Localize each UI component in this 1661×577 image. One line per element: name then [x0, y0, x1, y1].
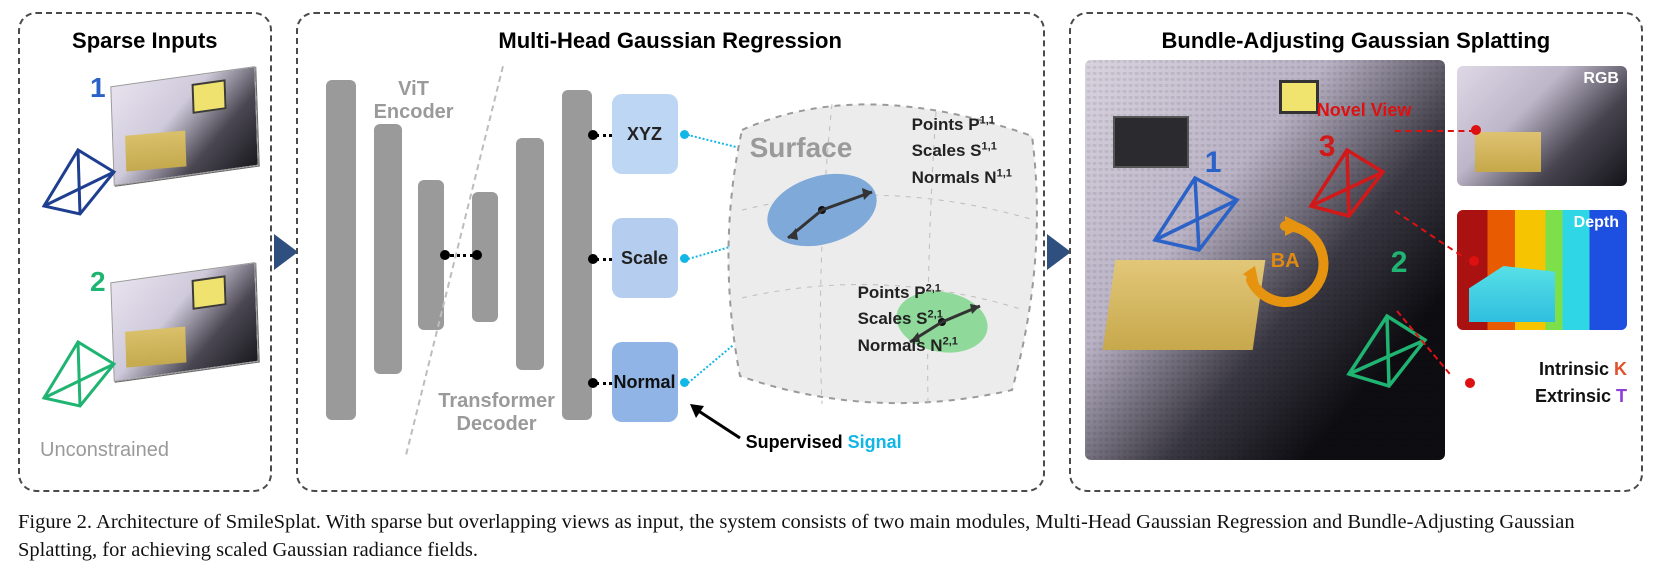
red-dot-2 [1469, 256, 1479, 266]
panel-title-inputs: Sparse Inputs [34, 28, 256, 54]
panel-title-mid: Multi-Head Gaussian Regression [312, 28, 1029, 54]
dec-bar-3 [562, 90, 592, 420]
head-xyz: XYZ [612, 94, 678, 174]
input-thumb-1 [110, 66, 258, 186]
set2-normals: Normals N [858, 336, 943, 355]
sparse-inputs-body: 1 2 Unconstrained [34, 60, 256, 460]
output-params: Intrinsic K Extrinsic T [1447, 356, 1627, 410]
signal-arrow-icon [688, 404, 748, 444]
panel-sparse-inputs: Sparse Inputs 1 2 Unconstrained [18, 12, 272, 492]
red-dot-1 [1471, 125, 1481, 135]
set2-points: Points P [858, 283, 926, 302]
cam-frustum-icon-green [1337, 310, 1433, 396]
input-thumb-2 [110, 262, 258, 382]
set1-scales: Scales S [912, 141, 982, 160]
mini-rgb: RGB [1457, 66, 1627, 186]
ba-body: 1 3 2 Novel View BA RGB Depth [1085, 60, 1627, 470]
novel-view-label: Novel View [1317, 100, 1412, 121]
figure-caption: Figure 2. Architecture of SmileSplat. Wi… [18, 508, 1643, 565]
view-number-2: 2 [1391, 246, 1408, 280]
panel-bundle-adjust: Bundle-Adjusting Gaussian Splatting 1 3 … [1069, 12, 1643, 492]
head-normal: Normal [612, 342, 678, 422]
intrinsic-K: K [1614, 359, 1627, 379]
mini-depth: Depth [1457, 210, 1627, 330]
decoder-label: TransformerDecoder [432, 390, 562, 436]
dotline-h1 [596, 134, 612, 137]
panel-regression: Multi-Head Gaussian Regression ViTEncode… [296, 12, 1045, 492]
joint-2 [472, 250, 482, 260]
dotline-h2 [596, 258, 612, 261]
vit-label: ViTEncoder [374, 78, 454, 124]
surface-label: Surface [750, 132, 853, 164]
ba-label: BA [1271, 250, 1300, 273]
extrinsic-T: T [1616, 386, 1627, 406]
outputs-set-1: Points P1,1 Scales S1,1 Normals N1,1 [912, 112, 1012, 191]
dec-bar-2 [516, 138, 544, 370]
head-scale: Scale [612, 218, 678, 298]
set1-points: Points P [912, 115, 980, 134]
supervised-signal-label: Supervised Signal [746, 432, 902, 453]
figure-row: Sparse Inputs 1 2 Unconstrained [18, 12, 1643, 492]
dotline-h3 [596, 382, 612, 385]
red-dash-1 [1395, 130, 1475, 132]
camera-frustum-icon-2 [32, 336, 122, 416]
depth-tag: Depth [1574, 214, 1619, 232]
dotline-enc-dec [450, 254, 474, 257]
set2-scales: Scales S [858, 309, 928, 328]
rgb-tag: RGB [1583, 70, 1619, 88]
camera-number-2: 2 [90, 266, 106, 298]
joint-1 [440, 250, 450, 260]
scene-painting-icon [1279, 80, 1319, 114]
vit-bar-2 [374, 124, 402, 374]
camera-number-1: 1 [90, 72, 106, 104]
set1-normals: Normals N [912, 168, 997, 187]
outputs-set-2: Points P2,1 Scales S2,1 Normals N2,1 [858, 280, 958, 359]
panel-title-right: Bundle-Adjusting Gaussian Splatting [1085, 28, 1627, 54]
camera-frustum-icon-1 [32, 144, 122, 224]
cam-frustum-icon-blue [1145, 170, 1245, 260]
unconstrained-label: Unconstrained [40, 439, 169, 462]
regression-body: ViTEncoder TransformerDecoder XYZ Scale … [312, 60, 1029, 470]
vit-bar-1 [326, 80, 356, 420]
